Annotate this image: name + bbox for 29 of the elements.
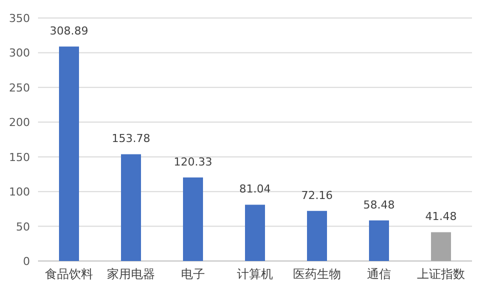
data-label: 72.16 (301, 188, 333, 202)
bar (245, 204, 265, 261)
x-tick-label: 食品饮料 (45, 267, 93, 281)
bar (307, 210, 327, 261)
data-label: 308.89 (50, 24, 88, 38)
data-label: 153.78 (112, 132, 150, 146)
bar (59, 46, 79, 261)
y-tick-label: 150 (9, 150, 30, 164)
y-tick-label: 250 (9, 81, 30, 94)
x-tick-label: 计算机 (237, 267, 273, 281)
x-tick-label: 家用电器 (107, 267, 155, 281)
y-tick-label: 200 (9, 116, 30, 130)
bar (431, 232, 451, 261)
data-label: 120.33 (174, 155, 212, 168)
bar (121, 154, 141, 261)
x-tick-label: 电子 (181, 267, 205, 281)
y-tick-label: 0 (23, 255, 30, 268)
x-tick-label: 通信 (367, 267, 391, 281)
x-tick-label: 上证指数 (417, 267, 465, 281)
data-label: 58.48 (363, 198, 395, 212)
y-tick-label: 300 (9, 46, 30, 60)
bar (369, 220, 389, 261)
bar (183, 177, 203, 261)
y-tick-label: 350 (9, 12, 30, 25)
data-label: 41.48 (425, 210, 457, 224)
y-tick-label: 50 (16, 220, 30, 234)
y-tick-label: 100 (9, 186, 30, 199)
x-tick-label: 医药生物 (293, 267, 341, 281)
data-label: 81.04 (239, 182, 271, 196)
